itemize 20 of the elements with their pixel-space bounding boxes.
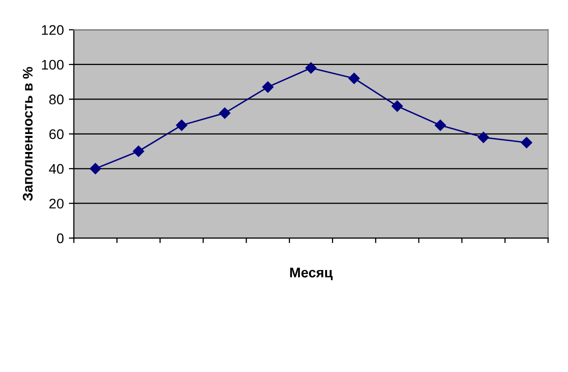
y-tick-label: 120 xyxy=(42,25,64,35)
point xyxy=(392,100,403,112)
x-axis-title: Месяц xyxy=(290,268,333,280)
y-tick-label: 60 xyxy=(49,129,64,140)
y-tick-label: 0 xyxy=(56,233,64,244)
y-tick-label: 100 xyxy=(42,60,64,70)
y-tick-label: 40 xyxy=(48,164,64,174)
point xyxy=(348,72,360,84)
point xyxy=(90,163,102,174)
point xyxy=(305,62,317,74)
y-tick-label: 80 xyxy=(49,94,64,104)
point xyxy=(219,107,230,119)
point xyxy=(434,120,446,131)
y-axis-title: Заполненность в % xyxy=(22,66,33,201)
point xyxy=(478,132,490,143)
y-tick-label: 20 xyxy=(49,198,64,209)
point xyxy=(132,146,144,157)
point xyxy=(262,81,274,93)
point xyxy=(176,120,188,131)
point xyxy=(520,136,532,148)
